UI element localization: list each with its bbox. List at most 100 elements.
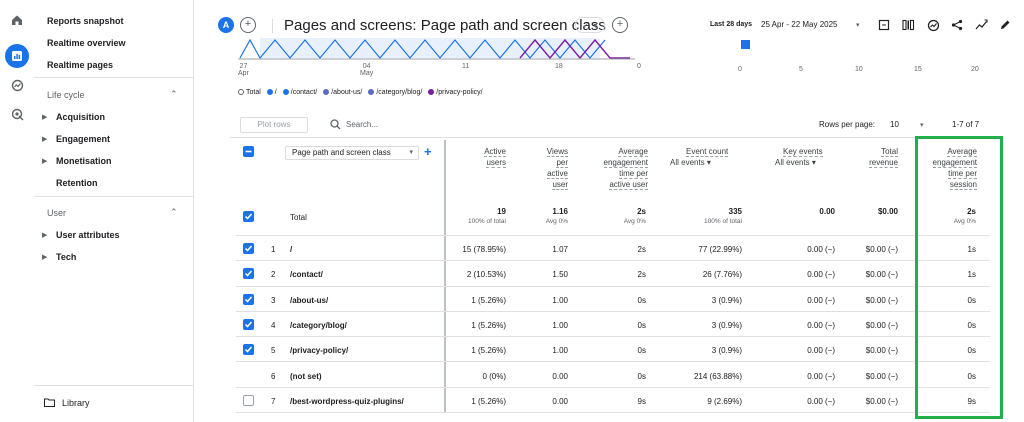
cell-event-count: 214 (63.88%) <box>693 371 742 381</box>
table-row[interactable] <box>236 388 990 414</box>
explore-icon[interactable] <box>9 77 25 93</box>
legend-item-total[interactable]: Total <box>238 89 261 96</box>
sidebar-item-engagement[interactable]: Engagement <box>56 134 111 144</box>
comparison-avatar[interactable]: A <box>218 17 234 33</box>
chevron-up-icon[interactable]: ⌃ <box>170 89 178 99</box>
total-active-users: 19 100% of total <box>468 207 506 225</box>
chevron-down-icon[interactable]: ▾ <box>920 122 924 129</box>
total-checkbox[interactable] <box>243 211 254 222</box>
caret-right-icon[interactable]: ▶ <box>42 158 48 165</box>
cell-page-path[interactable]: (not set) <box>290 371 322 381</box>
sidebar-item-reports-snapshot[interactable]: Reports snapshot <box>47 16 124 26</box>
rows-per-page-select[interactable]: 10 <box>890 120 899 129</box>
cell-avg-time-user: 0s <box>637 371 646 381</box>
cell-avg-time-user: 2s <box>637 245 646 254</box>
compare-icon[interactable] <box>901 18 915 32</box>
cell-page-path[interactable]: /category/blog/ <box>290 320 347 330</box>
chevron-up-icon[interactable]: ⌃ <box>170 207 178 217</box>
dimension-select[interactable]: Page path and screen class ▾ <box>285 146 419 160</box>
add-dimension-button[interactable]: + <box>424 144 432 159</box>
table-row[interactable] <box>236 363 990 388</box>
select-all-checkbox[interactable] <box>243 146 254 157</box>
cell-views: 1.50 <box>552 270 568 280</box>
date-range-label: Last 28 days <box>710 21 753 28</box>
legend-item-root[interactable]: / <box>266 89 277 96</box>
table-row[interactable] <box>236 261 990 287</box>
sidebar-item-tech[interactable]: Tech <box>56 252 77 262</box>
cell-page-path[interactable]: /best-wordpress-quiz-plugins/ <box>290 396 404 406</box>
save-icon[interactable] <box>877 18 891 32</box>
cell-key-events: 0.00 (−) <box>807 396 835 406</box>
cell-key-events: 0.00 (−) <box>807 371 835 381</box>
header-active-users[interactable]: Active users <box>484 147 506 168</box>
sidebar-item-realtime-pages[interactable]: Realtime pages <box>47 60 114 70</box>
search-input[interactable]: Search... <box>346 120 379 129</box>
series-line-total <box>239 38 606 60</box>
home-icon[interactable] <box>9 12 25 28</box>
insights-icon[interactable] <box>926 18 940 32</box>
share-icon[interactable] <box>950 18 964 32</box>
sidebar-section-lifecycle[interactable]: Life cycle <box>47 90 85 100</box>
sidebar-item-monetisation[interactable]: Monetisation <box>56 156 112 166</box>
row-checkbox[interactable] <box>243 243 254 254</box>
caret-right-icon[interactable]: ▶ <box>42 114 48 121</box>
sidebar-item-acquisition[interactable]: Acquisition <box>56 112 105 122</box>
row-checkbox[interactable] <box>243 394 254 406</box>
add-comparison-button[interactable]: + <box>240 17 256 33</box>
sidebar-section-user[interactable]: User <box>47 208 67 218</box>
header-key-events[interactable]: Key events All events ▾ <box>775 147 823 167</box>
trend-icon[interactable] <box>974 18 988 32</box>
date-range-value[interactable]: 25 Apr - 22 May 2025 <box>761 20 838 29</box>
legend-item-contact[interactable]: /contact/ <box>282 89 317 96</box>
legend-item-category-blog[interactable]: /category/blog/ <box>368 89 422 96</box>
cell-page-path[interactable]: /about-us/ <box>290 295 329 305</box>
cell-avg-time-session: 0s <box>967 320 976 330</box>
search-icon[interactable] <box>330 119 341 132</box>
table-row[interactable] <box>236 236 990 262</box>
sidebar-item-retention[interactable]: Retention <box>56 178 98 188</box>
table-row[interactable] <box>236 287 990 312</box>
sidebar-item-library[interactable]: Library <box>62 398 90 408</box>
plot-rows-button[interactable]: Plot rows <box>240 117 308 133</box>
header-total-revenue[interactable]: Total revenue <box>869 147 898 168</box>
page-title: Pages and screens: Page path and screen … <box>284 17 606 34</box>
x-tick-label-right: 10 <box>855 66 863 73</box>
advertising-icon[interactable] <box>9 106 25 122</box>
cell-page-path[interactable]: /contact/ <box>290 270 323 280</box>
reports-icon[interactable] <box>5 44 29 68</box>
caret-right-icon[interactable]: ▶ <box>42 232 48 239</box>
row-checkbox[interactable] <box>243 344 254 356</box>
edit-pencil-icon[interactable] <box>998 18 1012 32</box>
chevron-down-icon[interactable]: ▾ <box>811 158 816 167</box>
legend-item-about-us[interactable]: /about-us/ <box>323 89 362 96</box>
cell-active-users: 1 (5.26%) <box>471 396 506 406</box>
title-status-pill[interactable]: ✓ ▾ <box>575 17 605 33</box>
chevron-down-icon[interactable]: ▾ <box>706 158 711 167</box>
caret-right-icon[interactable]: ▶ <box>42 254 48 261</box>
sidebar-item-realtime-overview[interactable]: Realtime overview <box>47 38 126 48</box>
legend-item-privacy-policy[interactable]: /privacy-policy/ <box>428 89 483 96</box>
header-avg-engagement-user[interactable]: Average engagement time per active user <box>603 147 648 190</box>
row-number: 2 <box>271 270 276 280</box>
cell-views: 1.07 <box>552 245 568 254</box>
table-row[interactable] <box>236 312 990 338</box>
header-avg-engagement-session[interactable]: Average engagement time per session <box>932 147 977 190</box>
cell-avg-time-user: 0s <box>637 346 646 356</box>
table-row[interactable] <box>236 337 990 363</box>
sidebar-item-user-attributes[interactable]: User attributes <box>56 230 120 240</box>
row-checkbox[interactable] <box>243 268 254 280</box>
header-event-count[interactable]: Event count All events ▾ <box>670 147 729 167</box>
row-checkbox[interactable] <box>243 318 254 330</box>
cell-avg-time-user: 9s <box>637 396 646 406</box>
add-filter-button[interactable]: + <box>612 17 628 33</box>
header-views-per-user[interactable]: Views per active user <box>546 147 568 190</box>
cell-page-path[interactable]: / <box>290 245 293 254</box>
x-tick-label: 27 Apr <box>238 63 249 77</box>
cell-event-count: 3 (0.9%) <box>711 320 742 330</box>
cell-page-path[interactable]: /privacy-policy/ <box>290 346 349 356</box>
cell-revenue: $0.00 (−) <box>865 346 898 356</box>
chevron-down-icon[interactable]: ▾ <box>856 22 860 29</box>
row-checkbox[interactable] <box>243 293 254 305</box>
caret-right-icon[interactable]: ▶ <box>42 136 48 143</box>
cell-key-events: 0.00 (−) <box>807 245 835 254</box>
